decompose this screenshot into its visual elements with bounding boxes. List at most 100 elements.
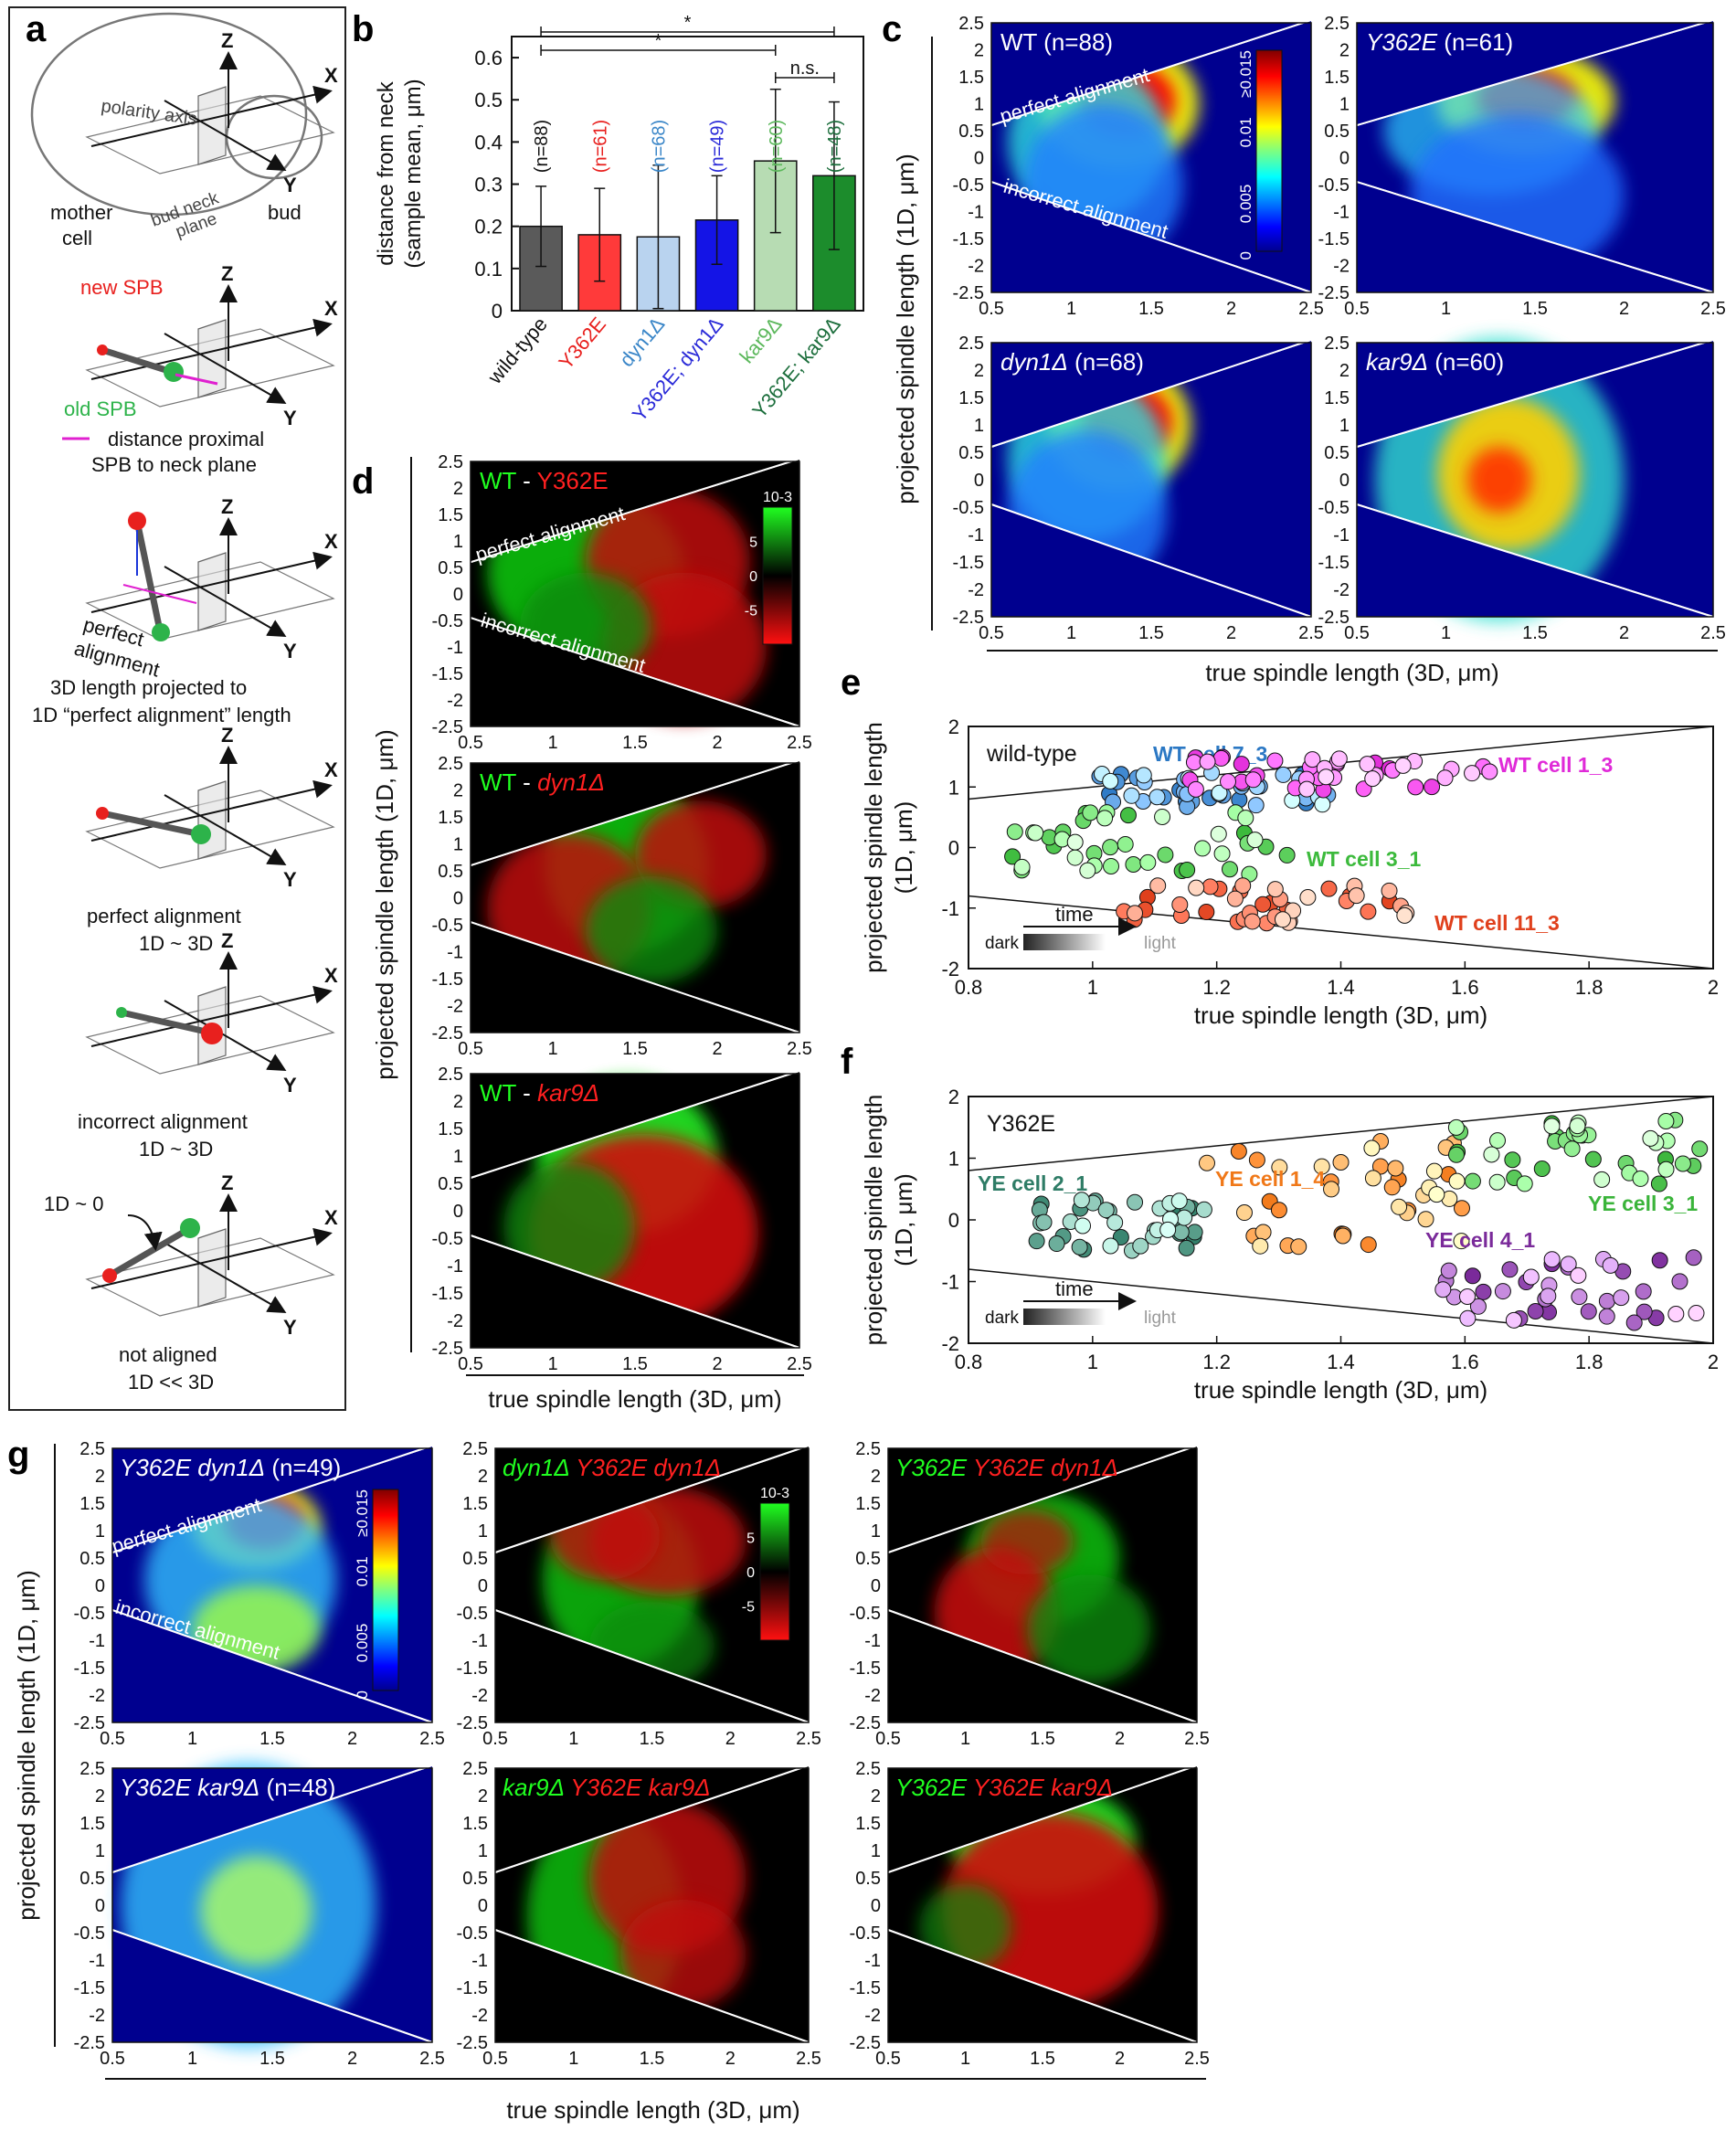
panel-letter-f: f (841, 1042, 853, 1082)
y-tick-label: -2 (864, 2006, 881, 2026)
x-tick-label: 0.5 (482, 1729, 508, 1749)
heatmap-subplot: 2.521.510.50-0.5-1-1.5-2-2.50.5 1 1.5 2 2.5Y… (74, 1759, 445, 2069)
y-tick-label: 1.5 (855, 1814, 881, 1834)
y-tick-label: -2 (89, 2006, 105, 2026)
title-run: Y362E kar9Δ (120, 1774, 259, 1801)
data-point (1318, 768, 1335, 786)
data-point (1246, 832, 1264, 849)
x-tick-label: 2 (347, 1729, 357, 1749)
data-point (1235, 1204, 1253, 1222)
y-tick-label: -1.5 (457, 1978, 488, 1998)
plot-frame (887, 1767, 1198, 2043)
z-axis-label: Z (221, 724, 233, 747)
z-axis-label: Z (221, 29, 233, 52)
x-tick-label: 2.5 (1184, 1729, 1210, 1749)
title-run: Y362E kar9Δ (967, 1774, 1113, 1801)
data-point (1201, 878, 1219, 895)
subplot-title: Y362E dyn1Δ (n=49) (120, 1454, 341, 1481)
data-point (1440, 1262, 1457, 1279)
x-tick-label: 1 (547, 733, 557, 753)
alignment-boundary-lower (470, 617, 800, 727)
x-tick-label: 1 (1087, 976, 1098, 999)
x-tick-label: 0.5 (1344, 299, 1370, 319)
count-label: (n=68) (649, 120, 669, 173)
y-tick-label: 0.5 (474, 89, 503, 111)
data-point (1691, 1140, 1709, 1158)
y-tick-label: 1.5 (1324, 68, 1350, 88)
heatmap-subplot: 2.521.510.50-0.5-1-1.5-2-2.50.5 1 1.5 2 2.5Y… (1318, 14, 1726, 319)
x-tick-label: 2.5 (796, 2049, 821, 2069)
data-point (1330, 750, 1348, 768)
colorbar-tick-label: 0 (746, 1565, 755, 1581)
data-point (1248, 1151, 1265, 1169)
data-point (1488, 1173, 1506, 1191)
x-tick-label: 1 (960, 2049, 970, 2069)
x-tick-label: 2.5 (787, 1354, 812, 1374)
data-point (1424, 779, 1441, 796)
y-tick-label: -1.5 (457, 1658, 488, 1679)
x-axis-label: true spindle length (3D, μm) (1205, 659, 1498, 686)
y-tick-label: 2.5 (855, 1759, 881, 1779)
y-tick-label: 0.5 (958, 122, 984, 142)
data-point (1360, 1236, 1377, 1254)
y-tick-label: -1 (968, 525, 984, 546)
plot-frame (511, 36, 864, 312)
subplot-title: Y362E (n=61) (1366, 28, 1513, 56)
y-tick-label: 0.5 (462, 1549, 488, 1569)
data-point (1035, 1213, 1053, 1231)
y-tick-label: 0.5 (855, 1549, 881, 1569)
y-tick-label: -0.5 (432, 611, 463, 631)
data-point (1199, 753, 1216, 770)
significance-label: * (684, 13, 692, 33)
title-run: Y362E (1366, 28, 1438, 56)
count-label: (n=60) (767, 120, 787, 173)
y-tick-label: 0.5 (1324, 443, 1350, 463)
panel-letter-a: a (26, 9, 47, 49)
neck-plane (197, 86, 227, 165)
y-tick-label: 0 (95, 1896, 105, 1916)
y-tick-label: 0.5 (79, 1549, 105, 1569)
data-point (1096, 810, 1114, 827)
y-axis-label-1: projected spindle length (860, 722, 887, 973)
data-point (1198, 1154, 1215, 1171)
y-tick-label: 1 (974, 95, 984, 115)
alignment-boundary-lower (470, 1235, 800, 1349)
panel-c: c 2.521.510.50-0.5-1-1.5-2-2.50.5 1 1.5 2 2.… (882, 9, 1726, 686)
x-tick-label: 2.5 (787, 1039, 812, 1059)
x-axis-label: X (324, 297, 338, 320)
y-tick-label: -1 (941, 1271, 959, 1294)
y-tick-label: 1.5 (855, 1494, 881, 1514)
x-tick-label: 0.5 (875, 2049, 901, 2069)
subplot-title: dyn1Δ (n=68) (1000, 348, 1144, 376)
colorbar-tick-label: 0.005 (354, 1624, 371, 1663)
y-axis-line (164, 794, 287, 865)
y-tick-label: 0.5 (438, 558, 463, 578)
data-point (1313, 1158, 1330, 1175)
x-tick-label: 0.8 (955, 976, 983, 999)
data-point (1359, 756, 1376, 773)
y-tick-label: -0.5 (1318, 498, 1350, 518)
data-point (1387, 1160, 1404, 1177)
colorbar-tick-label: 0.01 (1237, 117, 1254, 147)
y-tick-label: 1 (478, 1521, 488, 1542)
mother-label: mother (50, 201, 112, 224)
title-run: Y362E dyn1Δ (569, 1454, 721, 1481)
data-point (1066, 849, 1084, 866)
title-run: Y362E dyn1Δ (120, 1454, 265, 1481)
data-point (1127, 905, 1144, 922)
y-axis-label: Y (283, 868, 297, 891)
data-point (1097, 1202, 1115, 1219)
x-tick-label: 1.4 (1327, 976, 1355, 999)
x-tick-label: 1.5 (1138, 299, 1164, 319)
data-point (1106, 1213, 1124, 1231)
title-run: Y362E dyn1Δ (967, 1454, 1118, 1481)
panel-g: g 2.521.510.50-0.5-1-1.5-2-2.50.5 1 1.5 2 2.… (7, 1435, 1210, 2124)
data-point (1210, 825, 1227, 842)
x-tick-label: 2.5 (796, 1729, 821, 1749)
data-point (1004, 848, 1021, 865)
data-point (1119, 807, 1137, 824)
y-tick-label: 1 (453, 532, 463, 552)
data-point (1082, 804, 1099, 821)
x-tick-label: 1 (568, 1729, 578, 1749)
spindle (101, 346, 174, 376)
